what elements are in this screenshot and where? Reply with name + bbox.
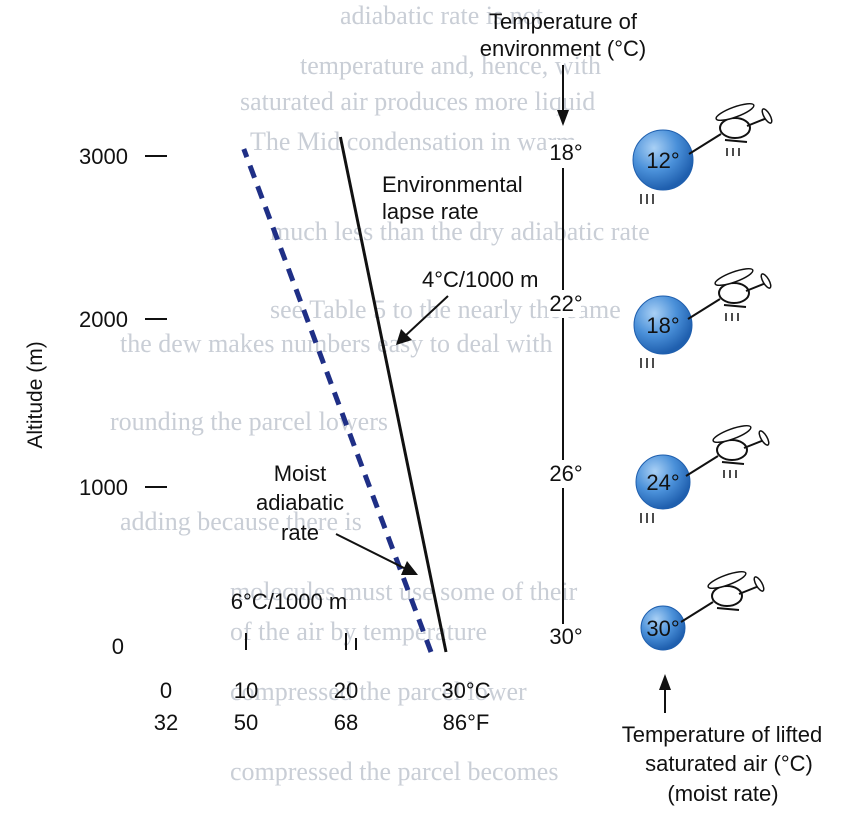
helicopter-icon (714, 267, 772, 308)
environmental-lapse-line (338, 136, 448, 653)
y-tick-label: 0 (112, 634, 124, 659)
parcel-temp-label: 30° (646, 616, 679, 641)
svg-text:adiabatic rate is not: adiabatic rate is not (340, 1, 544, 30)
y-axis-ticks: 3000 2000 1000 0 (79, 144, 167, 659)
background-page-texture: adiabatic rate is not temperature and, h… (110, 1, 650, 786)
svg-text:compressed the parcel becomes: compressed the parcel becomes (230, 757, 558, 786)
environmental-rate: 4°C/1000 m (422, 267, 538, 292)
parcel-tether (688, 133, 722, 155)
x-tick-fahrenheit: 32 (154, 710, 178, 735)
svg-text:the dew makes numbers easy to: the dew makes numbers easy to deal with (120, 329, 553, 358)
parcel-temp-label: 12° (646, 148, 679, 173)
environment-temp-2000: 22° (549, 291, 582, 316)
svg-text:rounding the parcel lowers: rounding the parcel lowers (110, 407, 388, 436)
parcel-column: 12° 18° 24° 30° (632, 102, 773, 651)
parcel-3000: 12° (632, 102, 773, 204)
moist-arrowhead (401, 561, 418, 575)
svg-text:saturated air produces more li: saturated air produces more liquid (240, 87, 595, 116)
x-tick-celsius: 0 (160, 678, 172, 703)
parcel-1000: 24° (635, 424, 770, 523)
environment-header-line1: Temperature of (489, 9, 638, 34)
environmental-arrowhead (396, 329, 412, 345)
moist-adiabatic-line (241, 148, 434, 653)
y-tick-label: 3000 (79, 144, 128, 169)
x-tick-fahrenheit: 50 (234, 710, 258, 735)
parcel-tether (687, 298, 721, 320)
parcel-0: 30° (640, 570, 765, 651)
svg-text:temperature and, hence, with: temperature and, hence, with (300, 51, 601, 80)
parcel-balloon (632, 129, 694, 191)
parcel-balloon (640, 605, 686, 651)
parcel-tether (680, 601, 714, 623)
x-tick-celsius: 10 (234, 678, 258, 703)
moist-label-group: Moist adiabatic rate 6°C/1000 m (231, 461, 418, 614)
moist-title-line2: adiabatic (256, 490, 344, 515)
environment-temp-column: Temperature of environment (°C) 18° 22° … (480, 9, 647, 650)
parcel-tether (685, 455, 719, 477)
x-tick-fahrenheit: 68 (334, 710, 358, 735)
moist-rate: 6°C/1000 m (231, 589, 347, 614)
helicopter-icon (715, 102, 773, 143)
parcel-temp-label: 24° (646, 470, 679, 495)
svg-text:The Mid condensation in warm: The Mid condensation in warm (250, 127, 576, 156)
parcel-header-line2: saturated air (°C) (645, 751, 813, 776)
x-tick-fahrenheit: 86°F (443, 710, 490, 735)
environmental-title-line1: Environmental (382, 172, 523, 197)
x-axis-ticks: 0 10 20 30°C 32 50 68 86°F (154, 633, 491, 735)
environmental-arrow (404, 295, 449, 337)
moist-title-line3: rate (281, 520, 319, 545)
y-tick-label: 1000 (79, 475, 128, 500)
x-tick-celsius: 20 (334, 678, 358, 703)
parcel-balloon (633, 295, 693, 355)
helicopter-icon (707, 570, 765, 611)
environment-temp-1000: 26° (549, 461, 582, 486)
moist-title-line1: Moist (274, 461, 327, 486)
parcel-balloon (635, 454, 691, 510)
y-tick-label: 2000 (79, 307, 128, 332)
helicopter-icon (712, 424, 770, 465)
environment-temp-3000: 18° (549, 140, 582, 165)
parcel-2000: 18° (633, 267, 772, 368)
environment-temp-0: 30° (549, 624, 582, 649)
svg-text:adding because there is: adding because there is (120, 507, 362, 536)
environment-header-line2: environment (°C) (480, 36, 647, 61)
parcel-header-arrowhead (659, 674, 671, 690)
y-axis-label: Altitude (m) (24, 341, 47, 448)
environmental-label-group: Environmental lapse rate 4°C/1000 m (382, 172, 538, 345)
svg-text:much less than the dry adiabat: much less than the dry adiabatic rate (270, 217, 650, 246)
environmental-title-line2: lapse rate (382, 199, 479, 224)
environment-header-arrowhead (557, 110, 569, 126)
parcel-temp-label: 18° (646, 313, 679, 338)
svg-text:of the air by temperature: of the air by temperature (230, 617, 487, 646)
svg-text:compressed the parcel lower: compressed the parcel lower (230, 677, 527, 706)
parcel-header-group: Temperature of lifted saturated air (°C)… (622, 674, 823, 806)
x-tick-celsius: 30°C (441, 678, 490, 703)
moist-arrow (335, 533, 407, 570)
parcel-header-line3: (moist rate) (667, 781, 778, 806)
parcel-header-line1: Temperature of lifted (622, 722, 823, 747)
